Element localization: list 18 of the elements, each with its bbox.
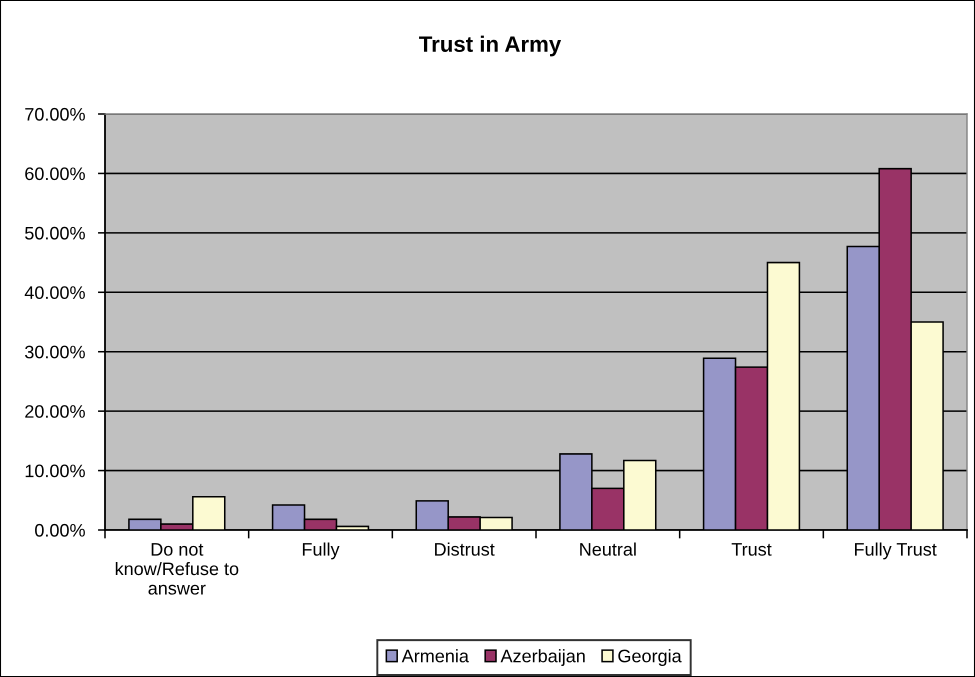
chart-title: Trust in Army xyxy=(419,36,562,56)
y-tick-label: 0.00% xyxy=(35,524,85,537)
y-tick-label: 70.00% xyxy=(25,108,85,121)
x-tick-label: Fully xyxy=(302,542,340,560)
y-tick-label: 10.00% xyxy=(26,464,85,478)
legend-label: Georgia xyxy=(618,649,682,666)
y-tick-label: 20.00% xyxy=(25,405,85,418)
y-tick-label: 50.00% xyxy=(25,226,85,240)
x-tick-label: Trust xyxy=(732,543,772,556)
legend-label: Azerbaijan xyxy=(500,649,585,666)
x-tick-label: Do not know/Refuse to answer xyxy=(116,543,238,595)
y-tick-label: 30.00% xyxy=(25,346,85,358)
x-tick-label: Fully Trust xyxy=(855,542,937,560)
y-tick-label: 60.00% xyxy=(25,167,85,180)
x-tick-label: Neutral xyxy=(580,542,636,556)
y-tick-label: 40.00% xyxy=(24,286,85,300)
legend-label: Armenia xyxy=(402,649,469,662)
x-tick-label: Distrust xyxy=(435,542,495,556)
